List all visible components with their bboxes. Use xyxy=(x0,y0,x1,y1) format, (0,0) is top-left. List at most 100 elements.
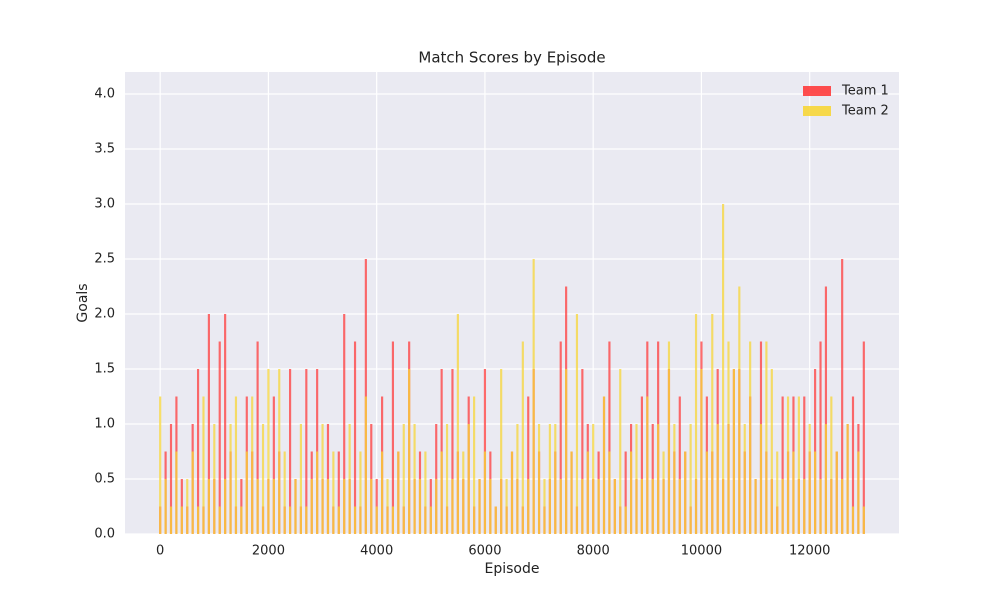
bar xyxy=(196,369,200,534)
bar xyxy=(689,424,692,534)
bar xyxy=(294,479,297,534)
bar xyxy=(413,424,416,534)
bar xyxy=(272,479,275,534)
bar xyxy=(862,506,865,534)
bar xyxy=(765,341,768,534)
bar xyxy=(207,314,210,534)
bar xyxy=(803,396,806,534)
bar xyxy=(332,451,335,534)
bar xyxy=(462,451,465,534)
bar xyxy=(819,341,822,534)
bar xyxy=(164,479,167,534)
bar xyxy=(445,424,449,534)
bar xyxy=(722,204,725,534)
x-tick-label: 12000 xyxy=(789,544,830,559)
bar xyxy=(581,369,584,534)
bar xyxy=(191,451,194,534)
bar xyxy=(808,424,811,534)
bar xyxy=(662,451,665,534)
bar xyxy=(218,506,221,534)
bar xyxy=(841,259,844,534)
bar xyxy=(543,479,546,534)
bar xyxy=(256,479,259,534)
bar xyxy=(272,396,275,534)
bar xyxy=(819,479,822,534)
bar xyxy=(716,424,719,534)
bar xyxy=(186,479,189,534)
bar xyxy=(489,479,492,534)
bar xyxy=(592,424,595,534)
bar xyxy=(326,479,330,534)
bar xyxy=(169,506,173,534)
bar xyxy=(305,369,308,534)
bar xyxy=(391,341,395,534)
bar xyxy=(267,369,270,534)
bar xyxy=(776,451,779,534)
bar xyxy=(743,424,746,534)
bar xyxy=(851,506,855,534)
y-tick-label: 0.5 xyxy=(94,472,115,487)
bar xyxy=(408,369,411,534)
bar xyxy=(781,479,784,534)
bar xyxy=(240,506,243,534)
bar xyxy=(316,451,319,534)
x-tick-label: 2000 xyxy=(252,544,285,559)
bar xyxy=(473,396,476,534)
bar xyxy=(321,424,324,534)
bar xyxy=(527,396,530,534)
bar xyxy=(500,369,503,534)
bar xyxy=(613,479,616,534)
bar xyxy=(781,396,784,534)
x-tick-label: 0 xyxy=(156,544,164,559)
bar xyxy=(343,314,346,534)
bar xyxy=(397,451,400,534)
x-tick-label: 10000 xyxy=(681,544,722,559)
bar xyxy=(548,424,551,534)
bar xyxy=(234,396,238,534)
bar xyxy=(586,451,589,534)
bar xyxy=(159,396,162,534)
bar xyxy=(370,479,373,534)
bar xyxy=(494,506,497,534)
bar xyxy=(841,479,844,534)
x-axis-label: Episode xyxy=(485,561,540,577)
bar xyxy=(678,396,681,534)
bar xyxy=(283,451,286,534)
bar xyxy=(559,341,562,534)
bar xyxy=(391,506,395,534)
bar xyxy=(700,369,703,534)
bar xyxy=(510,451,514,534)
bar xyxy=(353,341,357,534)
bar xyxy=(851,396,855,534)
bar xyxy=(857,451,860,534)
bar xyxy=(537,424,541,534)
y-axis-label: Goals xyxy=(75,283,91,322)
bar xyxy=(375,506,378,534)
bar xyxy=(673,424,676,534)
bar xyxy=(386,479,389,534)
bar xyxy=(353,506,357,534)
bar xyxy=(359,451,362,534)
bar xyxy=(289,369,292,534)
bar xyxy=(657,424,660,534)
bar xyxy=(608,341,611,534)
y-tick-label: 1.5 xyxy=(94,362,115,377)
bar xyxy=(624,451,627,534)
x-tick-label: 8000 xyxy=(577,544,610,559)
bar xyxy=(278,369,281,534)
bar xyxy=(684,451,687,534)
bar xyxy=(169,424,173,534)
legend-swatch xyxy=(803,106,831,116)
bar xyxy=(218,341,221,534)
y-tick-label: 1.0 xyxy=(94,417,115,432)
bar xyxy=(310,479,313,534)
bar xyxy=(256,341,259,534)
bar xyxy=(483,451,487,534)
bar xyxy=(619,369,622,534)
bar xyxy=(575,314,579,534)
bar xyxy=(180,506,183,534)
bar xyxy=(402,424,405,534)
bar xyxy=(581,479,584,534)
